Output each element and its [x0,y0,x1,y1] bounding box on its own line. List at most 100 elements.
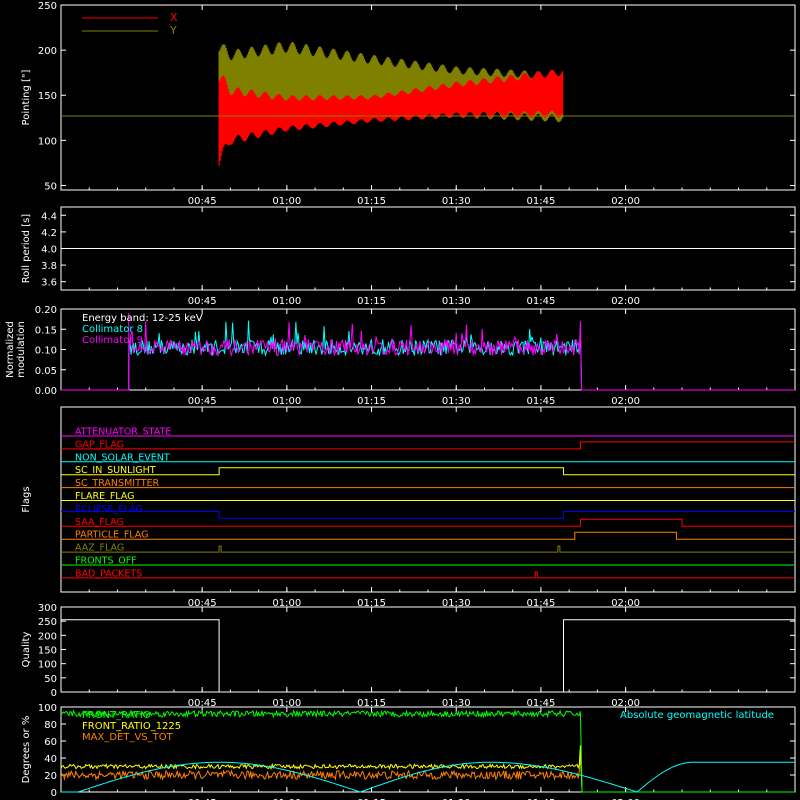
modulation-y-tick-label: 0.05 [35,366,57,377]
flag-label-flare-flag: FLARE_FLAG [75,491,135,502]
flags-x-tick-label: 01:00 [272,598,301,609]
geomag-x-tick-label: 02:00 [611,798,640,800]
roll-x-tick-label: 01:45 [527,296,556,307]
series-geomagnetic-latitude [61,761,795,793]
modulation-annotation: Collimator 8 [82,324,143,335]
flag-line-saa-flag [61,518,795,527]
modulation-x-tick-label: 01:15 [357,396,386,407]
flag-line-particle-flag [61,531,795,540]
quality-y-tick-label: 300 [38,603,57,614]
series-front-ratio-1225 [60,745,795,793]
flag-line-aaz-flag [61,545,795,553]
roll-x-tick-label: 02:00 [611,296,640,307]
modulation-x-tick-label: 02:00 [611,396,640,407]
pointing-y-tick-label: 200 [38,46,57,57]
flags-x-tick-label: 01:15 [357,598,386,609]
roll-x-tick-label: 01:15 [357,296,386,307]
quality-y-tick-label: 250 [38,617,57,628]
pointing-x-tick-label: 01:30 [442,196,471,207]
quality-y-tick-label: 200 [38,631,57,642]
modulation-annotation: Collimator 9 [82,335,143,346]
flags-x-tick-label: 02:00 [611,598,640,609]
geomag-y-tick-label: 0 [51,788,57,799]
modulation-y-tick-label: 0.15 [35,325,57,336]
roll-y-tick-label: 3.8 [41,261,57,272]
flags-x-tick-label: 01:45 [527,598,556,609]
pointing-x-tick-label: 00:45 [188,196,217,207]
pointing-y-tick-label: 100 [38,136,57,147]
flag-label-gap-flag: GAP_FLAG [75,439,124,450]
roll-y-tick-label: 3.6 [41,278,57,289]
quality-line [61,619,795,693]
pointing-x-tick-label: 02:00 [611,196,640,207]
quality-x-tick-label: 01:30 [442,698,471,709]
modulation-x-tick-label: 01:30 [442,396,471,407]
quality-x-tick-label: 01:45 [527,698,556,709]
geomag-y-label: Degrees or % [21,716,32,784]
roll-x-tick-label: 00:45 [188,296,217,307]
geomag-y-tick-label: 100 [38,703,57,714]
pointing-y-tick-label: 250 [38,1,57,12]
flags-x-tick-label: 00:45 [188,598,217,609]
quality-y-tick-label: 50 [44,674,57,685]
geomag-x-tick-label: 01:45 [527,798,556,800]
flag-line-bad-packets [61,571,795,579]
quality-y-tick-label: 0 [51,688,57,699]
modulation-annotation: Energy band: 12-25 keV [82,313,203,324]
geomag-y-tick-label: 40 [44,754,57,765]
roll-x-tick-label: 01:00 [272,296,301,307]
geomag-y-tick-label: 60 [44,737,57,748]
quality-x-tick-label: 01:15 [357,698,386,709]
geomag-x-tick-label: 01:30 [442,798,471,800]
quality-y-tick-label: 150 [38,646,57,657]
roll-x-tick-label: 01:30 [442,296,471,307]
legend-label-absolute-geomagnetic-latitude: Absolute geomagnetic latitude [620,710,774,721]
legend-label-front-ratio: FRONT_RATIO [82,710,151,721]
roll-y-tick-label: 4.4 [41,211,57,222]
quality-x-tick-label: 00:45 [188,698,217,709]
roll-y-tick-label: 4.0 [41,245,57,256]
modulation-y-tick-label: 0.10 [35,346,57,357]
flag-label-saa-flag: SAA_FLAG [75,517,124,528]
legend-label-y: Y [169,24,177,37]
roll-y-tick-label: 4.2 [41,228,57,239]
roll-y-label: Roll period [s] [21,214,32,283]
modulation-x-tick-label: 01:45 [527,396,556,407]
series-front-ratio [60,709,795,793]
geomag-y-tick-label: 80 [44,720,57,731]
flag-label-eclipse-flag: ECLIPSE_FLAG [75,504,143,515]
series-x-pointing [218,69,564,166]
flag-label-bad-packets: BAD_PACKETS [75,568,142,579]
legend-label-max-det-vs-tot: MAX_DET_VS_TOT [82,732,174,743]
geomag-y-tick-label: 20 [44,771,57,782]
quality-y-label: Quality [21,632,32,668]
quality-y-tick-label: 100 [38,660,57,671]
flag-label-sc-in-sunlight: SC_IN_SUNLIGHT [75,465,156,476]
modulation-y-tick-label: 0.00 [35,386,57,397]
geomag-x-tick-label: 01:15 [357,798,386,800]
pointing-y-tick-label: 50 [44,181,57,192]
modulation-x-tick-label: 01:00 [272,396,301,407]
modulation-y-label: Normalizedmodulation [5,321,27,378]
flag-line-sc-in-sunlight [61,467,795,476]
modulation-x-tick-label: 00:45 [188,396,217,407]
flag-label-particle-flag: PARTICLE_FLAG [75,530,148,541]
pointing-x-tick-label: 01:15 [357,196,386,207]
modulation-series-magenta [61,321,795,391]
pointing-y-tick-label: 150 [38,91,57,102]
flags-y-label: Flags [21,486,32,512]
flag-line-gap-flag [61,441,795,450]
quality-x-tick-label: 01:00 [272,698,301,709]
flag-label-fronts-off: FRONTS_OFF [75,556,137,567]
series-max-det-vs-tot [60,753,795,793]
quality-x-tick-label: 02:00 [611,698,640,709]
flag-label-non-solar-event: NON_SOLAR_EVENT [75,452,170,463]
flag-label-sc-transmitter: SC_TRANSMITTER [75,478,160,489]
pointing-x-tick-label: 01:45 [527,196,556,207]
geomag-x-tick-label: 00:45 [188,798,217,800]
flag-line-eclipse-flag [61,510,795,519]
pointing-y-label: Pointing ["] [21,69,32,125]
pointing-x-tick-label: 01:00 [272,196,301,207]
